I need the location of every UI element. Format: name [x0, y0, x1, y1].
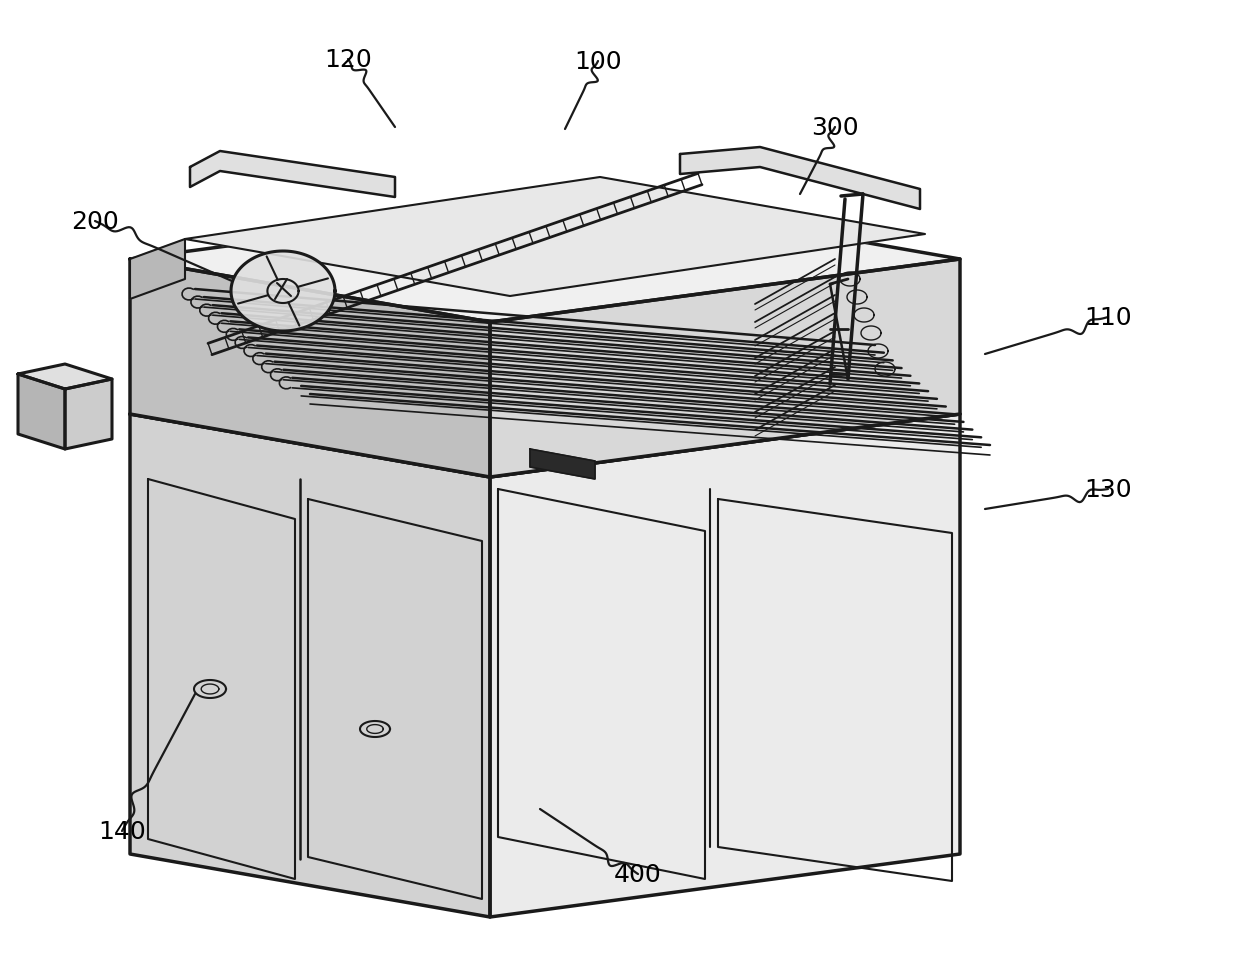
Polygon shape	[185, 178, 925, 296]
Polygon shape	[130, 260, 490, 477]
Text: 110: 110	[1084, 306, 1132, 330]
Polygon shape	[130, 415, 490, 917]
Polygon shape	[490, 260, 960, 477]
Polygon shape	[19, 365, 112, 390]
Polygon shape	[680, 148, 920, 210]
Polygon shape	[130, 196, 960, 323]
Polygon shape	[490, 415, 960, 917]
Text: 130: 130	[1084, 477, 1132, 501]
Polygon shape	[130, 352, 960, 477]
Text: 100: 100	[574, 50, 621, 74]
Polygon shape	[231, 252, 335, 332]
Polygon shape	[64, 379, 112, 450]
Text: 400: 400	[614, 862, 662, 886]
Polygon shape	[130, 240, 185, 299]
Text: 120: 120	[324, 48, 372, 71]
Text: 300: 300	[811, 116, 859, 140]
Polygon shape	[529, 450, 595, 479]
Text: 140: 140	[98, 820, 146, 843]
Polygon shape	[19, 375, 64, 450]
Text: 200: 200	[71, 210, 119, 233]
Polygon shape	[190, 152, 396, 198]
